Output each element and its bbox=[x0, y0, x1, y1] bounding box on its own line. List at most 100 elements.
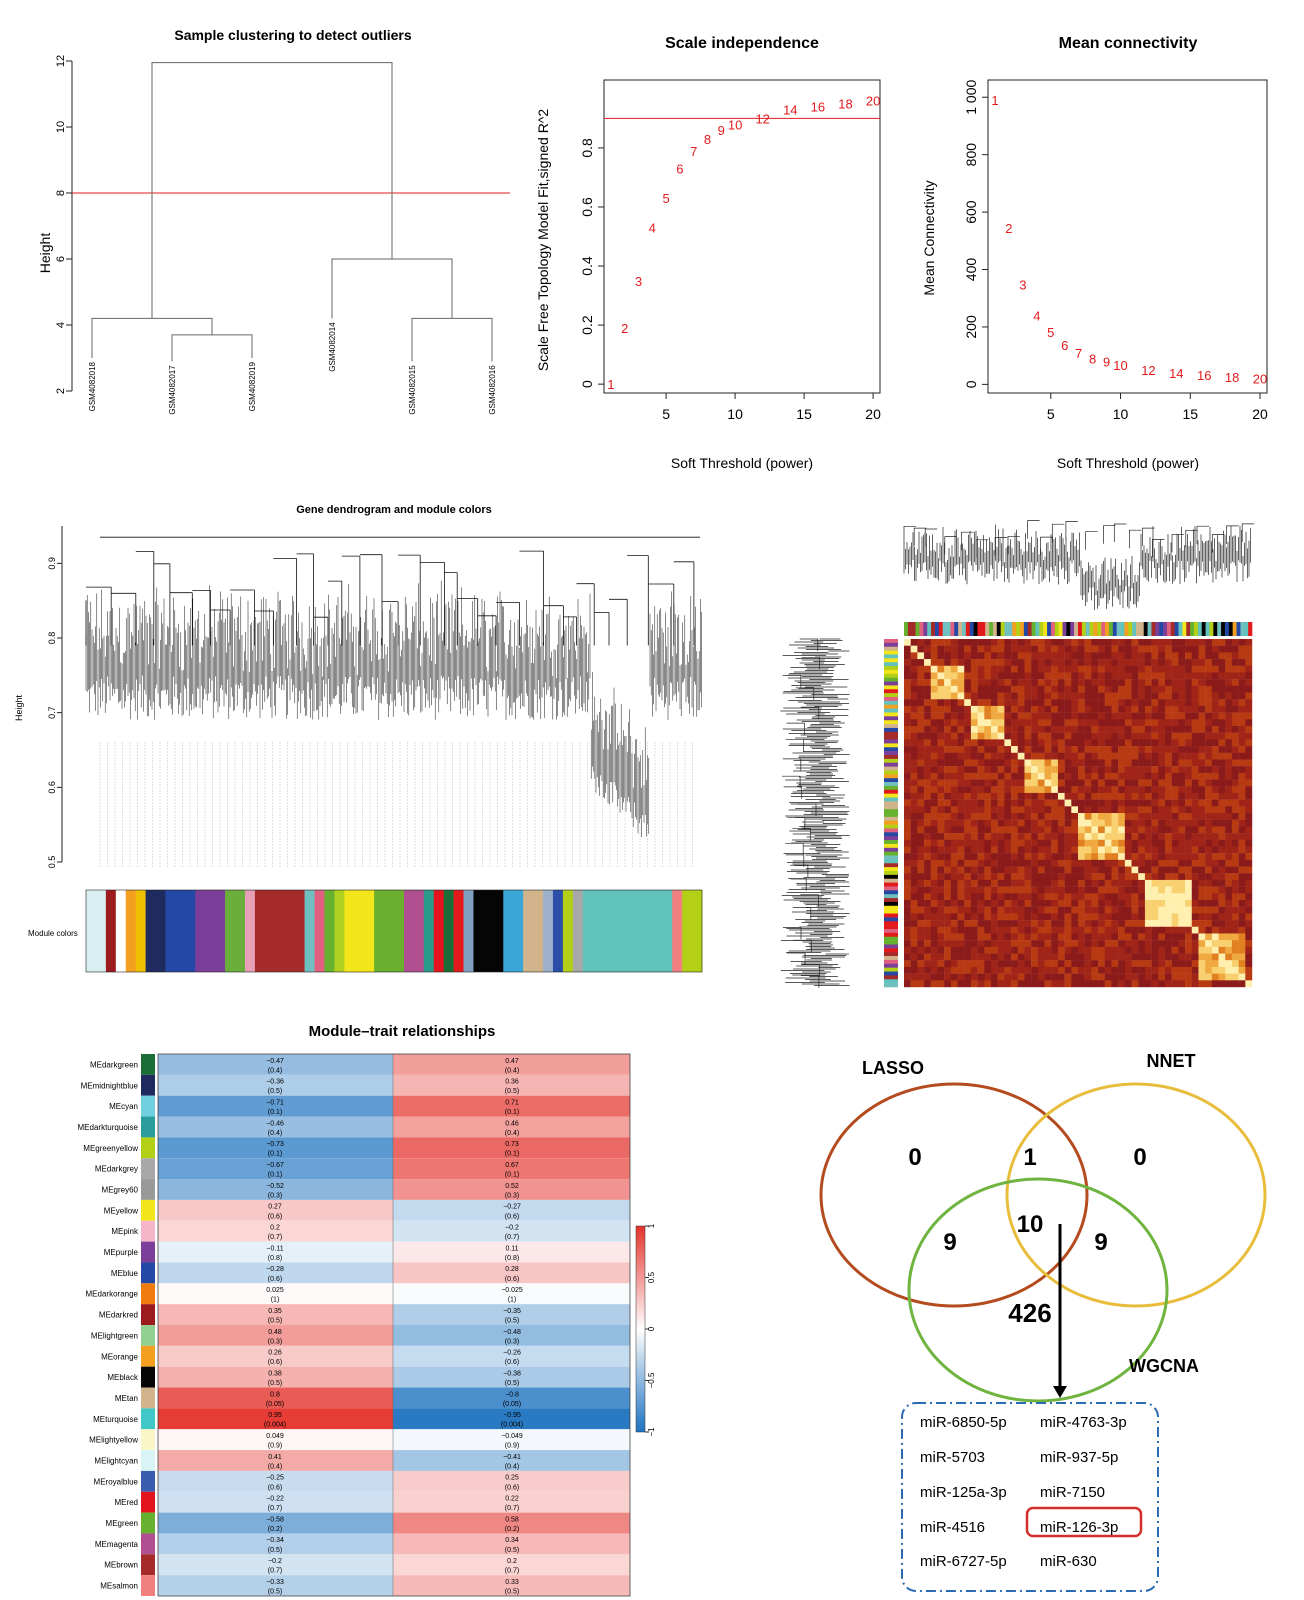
tom-cell bbox=[1205, 853, 1213, 861]
tom-cell bbox=[1078, 819, 1085, 827]
tom-left-color bbox=[884, 824, 898, 829]
tom-cell bbox=[1111, 732, 1119, 740]
tom-cell bbox=[1024, 799, 1032, 807]
tom-cell bbox=[1178, 639, 1186, 646]
tom-cell bbox=[1218, 705, 1226, 713]
tom-cell bbox=[1171, 792, 1179, 800]
tom-cell bbox=[910, 705, 918, 713]
tom-cell bbox=[1057, 886, 1065, 894]
tom-cell bbox=[1071, 685, 1079, 693]
tom-cell bbox=[1044, 839, 1052, 847]
tom-cell bbox=[1178, 813, 1186, 820]
tom-cell bbox=[1218, 853, 1226, 861]
tom-cell bbox=[1024, 920, 1032, 927]
tom-cell bbox=[1144, 813, 1152, 820]
tom-cell bbox=[1024, 712, 1032, 720]
tom-cell bbox=[1071, 672, 1079, 680]
tom-cell bbox=[937, 946, 945, 954]
tom-cell bbox=[1231, 879, 1239, 887]
heat-cell bbox=[158, 1512, 393, 1534]
tom-cell bbox=[1071, 732, 1079, 740]
tom-cell bbox=[1057, 973, 1065, 981]
mean-connectivity-xlabel: Soft Threshold (power) bbox=[1057, 455, 1199, 471]
tom-cell bbox=[1198, 746, 1206, 753]
tom-cell bbox=[957, 672, 965, 680]
tom-cell bbox=[1158, 699, 1166, 707]
tom-cell bbox=[1211, 926, 1219, 934]
tom-cell bbox=[1185, 873, 1192, 881]
tom-cell bbox=[1091, 739, 1099, 747]
tom-cell bbox=[1104, 980, 1112, 988]
tom-cell bbox=[1044, 833, 1052, 840]
tom-cell bbox=[970, 792, 978, 800]
tom-cell bbox=[904, 900, 911, 907]
tom-cell bbox=[997, 960, 1005, 968]
tom-cell bbox=[937, 766, 945, 774]
tom-cell bbox=[997, 752, 1005, 760]
tom-cell bbox=[1158, 792, 1166, 800]
tom-cell bbox=[1057, 759, 1065, 767]
tom-cell bbox=[1225, 966, 1233, 974]
tom-top-color bbox=[1078, 622, 1083, 636]
tom-cell bbox=[1017, 866, 1025, 874]
tom-cell bbox=[1111, 779, 1119, 787]
tom-cell bbox=[970, 973, 978, 981]
tom-cell bbox=[1071, 813, 1079, 820]
tom-cell bbox=[1185, 719, 1192, 727]
tom-cell bbox=[1044, 705, 1052, 713]
tom-cell bbox=[970, 679, 978, 687]
cell-pvalue: (0.5) bbox=[505, 1317, 519, 1324]
tom-cell bbox=[1191, 779, 1199, 787]
tom-cell bbox=[1017, 712, 1025, 720]
tom-cell bbox=[1151, 699, 1159, 707]
tom-top-color bbox=[996, 622, 1001, 636]
tom-cell bbox=[984, 953, 992, 961]
dendrogram-branch bbox=[151, 62, 393, 319]
tom-cell bbox=[1211, 752, 1219, 760]
tom-cell bbox=[910, 913, 918, 921]
tom-cell bbox=[1218, 645, 1226, 653]
tom-cell bbox=[917, 813, 925, 820]
tom-cell bbox=[1091, 960, 1099, 968]
tom-cell bbox=[1104, 946, 1112, 954]
tom-cell bbox=[991, 866, 998, 874]
tom-cell bbox=[1205, 900, 1213, 907]
tom-cell bbox=[1084, 940, 1092, 948]
tom-cell bbox=[1037, 873, 1045, 881]
tom-cell bbox=[1165, 766, 1172, 774]
tom-cell bbox=[1138, 752, 1146, 760]
tom-cell bbox=[1211, 685, 1219, 693]
tom-cell bbox=[1084, 926, 1092, 934]
tom-cell bbox=[937, 933, 945, 941]
tom-cell bbox=[1178, 685, 1186, 693]
tom-cell bbox=[1071, 866, 1079, 874]
tom-cell bbox=[1017, 652, 1025, 660]
tom-top-color bbox=[931, 622, 936, 636]
tom-top-color bbox=[1120, 622, 1125, 636]
tom-cell bbox=[1151, 752, 1159, 760]
tom-cell bbox=[950, 726, 958, 733]
tom-cell bbox=[1011, 846, 1018, 854]
tom-cell bbox=[997, 672, 1005, 680]
tom-cell bbox=[1064, 866, 1072, 874]
tom-cell bbox=[1178, 926, 1186, 934]
tom-cell bbox=[1165, 732, 1172, 740]
tom-cell bbox=[917, 966, 925, 974]
tom-cell bbox=[1198, 772, 1206, 780]
tom-cell bbox=[1037, 846, 1045, 854]
tom-cell bbox=[1178, 712, 1186, 720]
tom-cell bbox=[1231, 659, 1239, 666]
tom-cell bbox=[944, 900, 952, 907]
venn-panel: LASSO NNET WGCNA 0 1 0 9 10 9 426 miR-68… bbox=[819, 1051, 1267, 1592]
tom-cell bbox=[1185, 866, 1192, 874]
tom-cell bbox=[970, 906, 978, 914]
tom-cell bbox=[1017, 732, 1025, 740]
tom-cell bbox=[1084, 799, 1092, 807]
tom-top-color bbox=[1023, 622, 1029, 636]
tom-cell bbox=[1104, 813, 1112, 820]
tom-cell bbox=[1211, 826, 1219, 834]
tom-cell bbox=[1037, 926, 1045, 934]
tom-cell bbox=[1225, 799, 1233, 807]
x-tick-label: 5 bbox=[662, 406, 670, 422]
tom-cell bbox=[1144, 639, 1152, 646]
